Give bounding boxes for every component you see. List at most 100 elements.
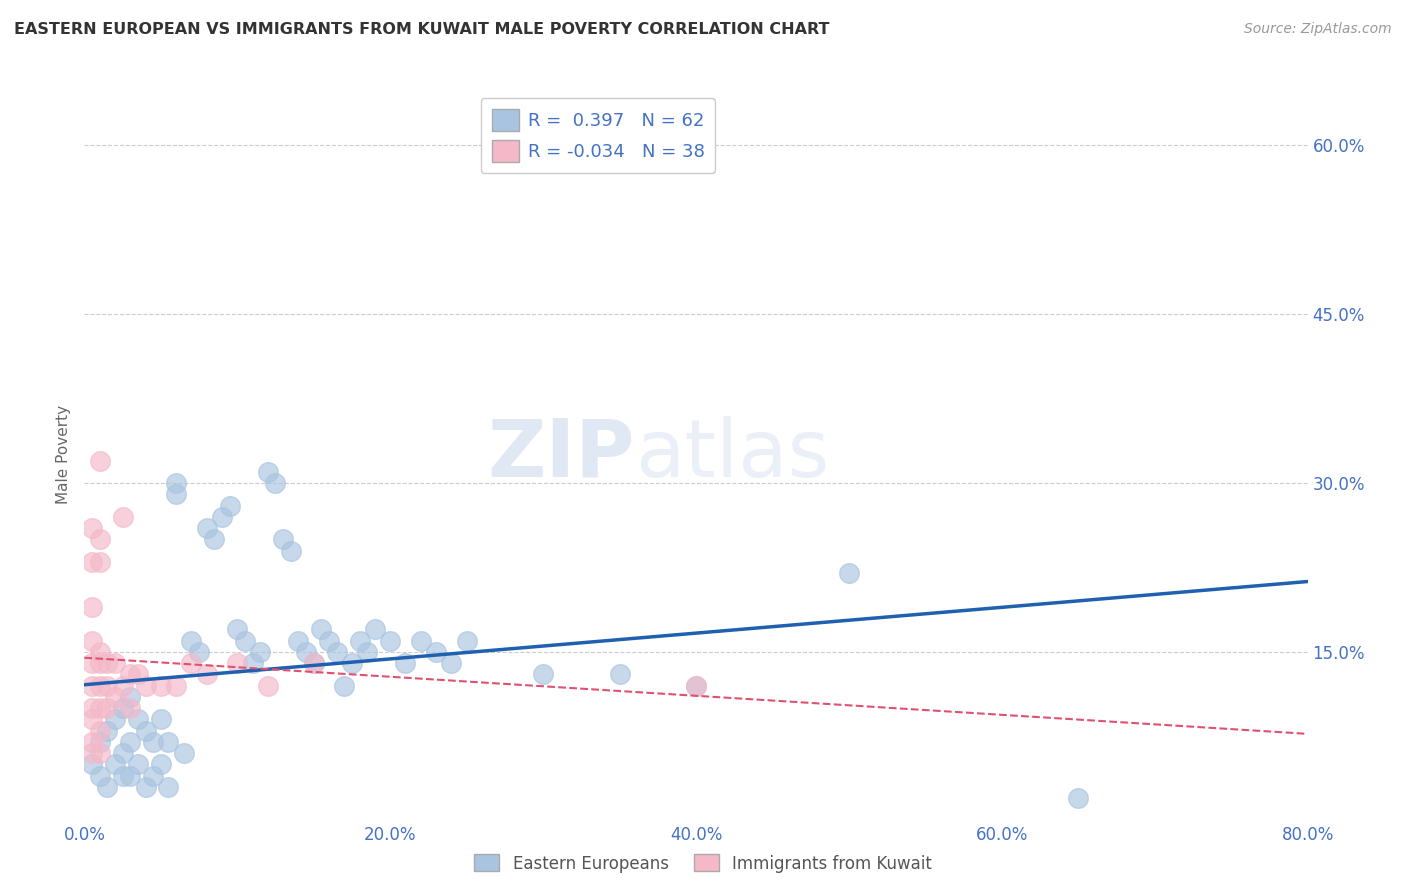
Point <box>311 623 333 637</box>
Legend: R =  0.397   N = 62, R = -0.034   N = 38: R = 0.397 N = 62, R = -0.034 N = 38 <box>481 98 716 173</box>
Point <box>80 521 103 535</box>
Point <box>333 679 356 693</box>
Point <box>380 633 402 648</box>
Point <box>218 499 240 513</box>
Point <box>165 476 187 491</box>
Point <box>280 543 302 558</box>
Legend: Eastern Europeans, Immigrants from Kuwait: Eastern Europeans, Immigrants from Kuwai… <box>468 847 938 880</box>
Point <box>440 656 463 670</box>
Point <box>838 566 860 580</box>
Point <box>1067 791 1090 805</box>
Point <box>104 712 127 726</box>
Point <box>96 780 118 794</box>
Point <box>80 599 103 614</box>
Point <box>104 690 127 704</box>
Point <box>96 656 118 670</box>
Point <box>173 746 195 760</box>
Point <box>456 633 478 648</box>
Point <box>104 656 127 670</box>
Point <box>80 746 103 760</box>
Point <box>89 679 111 693</box>
Point <box>195 667 218 681</box>
Point <box>89 735 111 749</box>
Point <box>142 735 165 749</box>
Point <box>364 623 387 637</box>
Point <box>96 701 118 715</box>
Point <box>89 533 111 547</box>
Text: atlas: atlas <box>636 416 830 494</box>
Text: Source: ZipAtlas.com: Source: ZipAtlas.com <box>1244 22 1392 37</box>
Point <box>340 656 363 670</box>
Point <box>195 521 218 535</box>
Text: ZIP: ZIP <box>488 416 636 494</box>
Point <box>180 656 202 670</box>
Point <box>127 757 149 772</box>
Point <box>295 645 318 659</box>
Point <box>165 487 187 501</box>
Point <box>135 723 157 738</box>
Point <box>89 555 111 569</box>
Point <box>211 509 233 524</box>
Point <box>120 735 142 749</box>
Point <box>685 679 707 693</box>
Point <box>111 769 134 783</box>
Point <box>287 633 309 648</box>
Point <box>135 679 157 693</box>
Point <box>165 679 187 693</box>
Point <box>111 679 134 693</box>
Point <box>409 633 432 648</box>
Point <box>157 780 180 794</box>
Point <box>302 656 325 670</box>
Point <box>233 633 256 648</box>
Point <box>257 679 280 693</box>
Point <box>157 735 180 749</box>
Point <box>89 723 111 738</box>
Point <box>89 746 111 760</box>
Point <box>202 533 225 547</box>
Point <box>80 757 103 772</box>
Point <box>104 757 127 772</box>
Point <box>318 633 340 648</box>
Point <box>120 701 142 715</box>
Point <box>349 633 371 648</box>
Point <box>80 656 103 670</box>
Point <box>356 645 378 659</box>
Point <box>226 623 249 637</box>
Point <box>80 701 103 715</box>
Point <box>302 656 325 670</box>
Point <box>149 679 172 693</box>
Point <box>142 769 165 783</box>
Point <box>96 723 118 738</box>
Point <box>80 555 103 569</box>
Point <box>242 656 264 670</box>
Point <box>425 645 447 659</box>
Point <box>80 712 103 726</box>
Point <box>180 633 202 648</box>
Point <box>135 780 157 794</box>
Point <box>226 656 249 670</box>
Point <box>111 701 134 715</box>
Point <box>609 667 631 681</box>
Point <box>96 679 118 693</box>
Point <box>257 465 280 479</box>
Point <box>80 633 103 648</box>
Point <box>111 509 134 524</box>
Point <box>531 667 554 681</box>
Point <box>80 679 103 693</box>
Point <box>120 769 142 783</box>
Point <box>188 645 211 659</box>
Point <box>325 645 347 659</box>
Point <box>249 645 271 659</box>
Point <box>685 679 707 693</box>
Point <box>264 476 287 491</box>
Point <box>89 656 111 670</box>
Point <box>111 746 134 760</box>
Point <box>89 453 111 467</box>
Point <box>394 656 416 670</box>
Point <box>89 769 111 783</box>
Point <box>120 667 142 681</box>
Text: EASTERN EUROPEAN VS IMMIGRANTS FROM KUWAIT MALE POVERTY CORRELATION CHART: EASTERN EUROPEAN VS IMMIGRANTS FROM KUWA… <box>14 22 830 37</box>
Y-axis label: Male Poverty: Male Poverty <box>56 405 72 505</box>
Point <box>127 712 149 726</box>
Point <box>80 735 103 749</box>
